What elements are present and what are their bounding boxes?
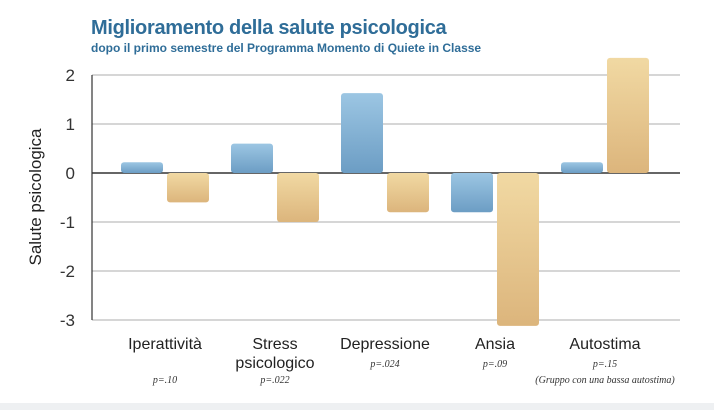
- y-tick-label: 2: [66, 66, 75, 85]
- category-label: Iperattività: [128, 336, 202, 353]
- category-note: (Gruppo con una bassa autostima): [535, 375, 675, 386]
- category-label: psicologico: [235, 355, 314, 372]
- y-axis-label: Salute psicologica: [26, 128, 45, 266]
- chart-title: Miglioramento della salute psicologica: [91, 17, 447, 39]
- p-value-label: p=.10: [152, 375, 177, 386]
- bar-tan: [277, 173, 319, 222]
- bar-blue: [451, 173, 493, 213]
- bar-tan: [387, 173, 429, 213]
- category-label: Stress: [252, 336, 297, 353]
- y-tick-label: -3: [60, 311, 75, 330]
- p-value-label: p=.15: [592, 359, 617, 370]
- category-label: Ansia: [475, 336, 515, 353]
- chart-subtitle: dopo il primo semestre del Programma Mom…: [91, 41, 482, 55]
- footer-strip: [0, 403, 714, 410]
- category-label: Depressione: [340, 336, 430, 353]
- bar-blue: [561, 162, 603, 173]
- bar-blue: [121, 162, 163, 173]
- y-tick-label: -1: [60, 213, 75, 232]
- y-tick-label: 0: [66, 164, 75, 183]
- y-tick-label: -2: [60, 262, 75, 281]
- bar-tan: [497, 173, 539, 326]
- bar-blue: [341, 93, 383, 173]
- bar-blue: [231, 143, 273, 173]
- bar-tan: [167, 173, 209, 203]
- p-value-label: p=.024: [369, 359, 399, 370]
- p-value-label: p=.022: [259, 375, 289, 386]
- p-value-label: p=.09: [482, 359, 507, 370]
- y-tick-label: 1: [66, 115, 75, 134]
- bar-tan: [607, 57, 649, 173]
- category-label: Autostima: [569, 336, 640, 353]
